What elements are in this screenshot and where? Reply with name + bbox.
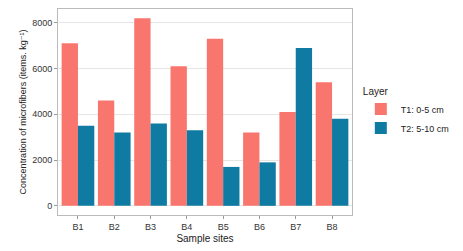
svg-text:Concentration of microfibers (: Concentration of microfibers (items. kg⁻… — [18, 30, 28, 195]
svg-text:B3: B3 — [145, 222, 156, 232]
svg-text:6000: 6000 — [32, 64, 52, 74]
svg-text:B8: B8 — [327, 222, 338, 232]
svg-text:B1: B1 — [72, 222, 83, 232]
svg-text:B7: B7 — [290, 222, 301, 232]
svg-text:8000: 8000 — [32, 18, 52, 28]
svg-text:2000: 2000 — [32, 155, 52, 165]
svg-text:T2: 5-10 cm: T2: 5-10 cm — [401, 124, 449, 134]
svg-text:Layer: Layer — [363, 86, 389, 97]
svg-text:B6: B6 — [254, 222, 265, 232]
svg-text:Sample sites: Sample sites — [176, 233, 233, 244]
svg-text:0: 0 — [47, 201, 52, 211]
svg-text:B2: B2 — [109, 222, 120, 232]
svg-text:B5: B5 — [218, 222, 229, 232]
svg-text:B4: B4 — [181, 222, 192, 232]
svg-text:4000: 4000 — [32, 109, 52, 119]
svg-text:T1: 0-5 cm: T1: 0-5 cm — [401, 105, 444, 115]
